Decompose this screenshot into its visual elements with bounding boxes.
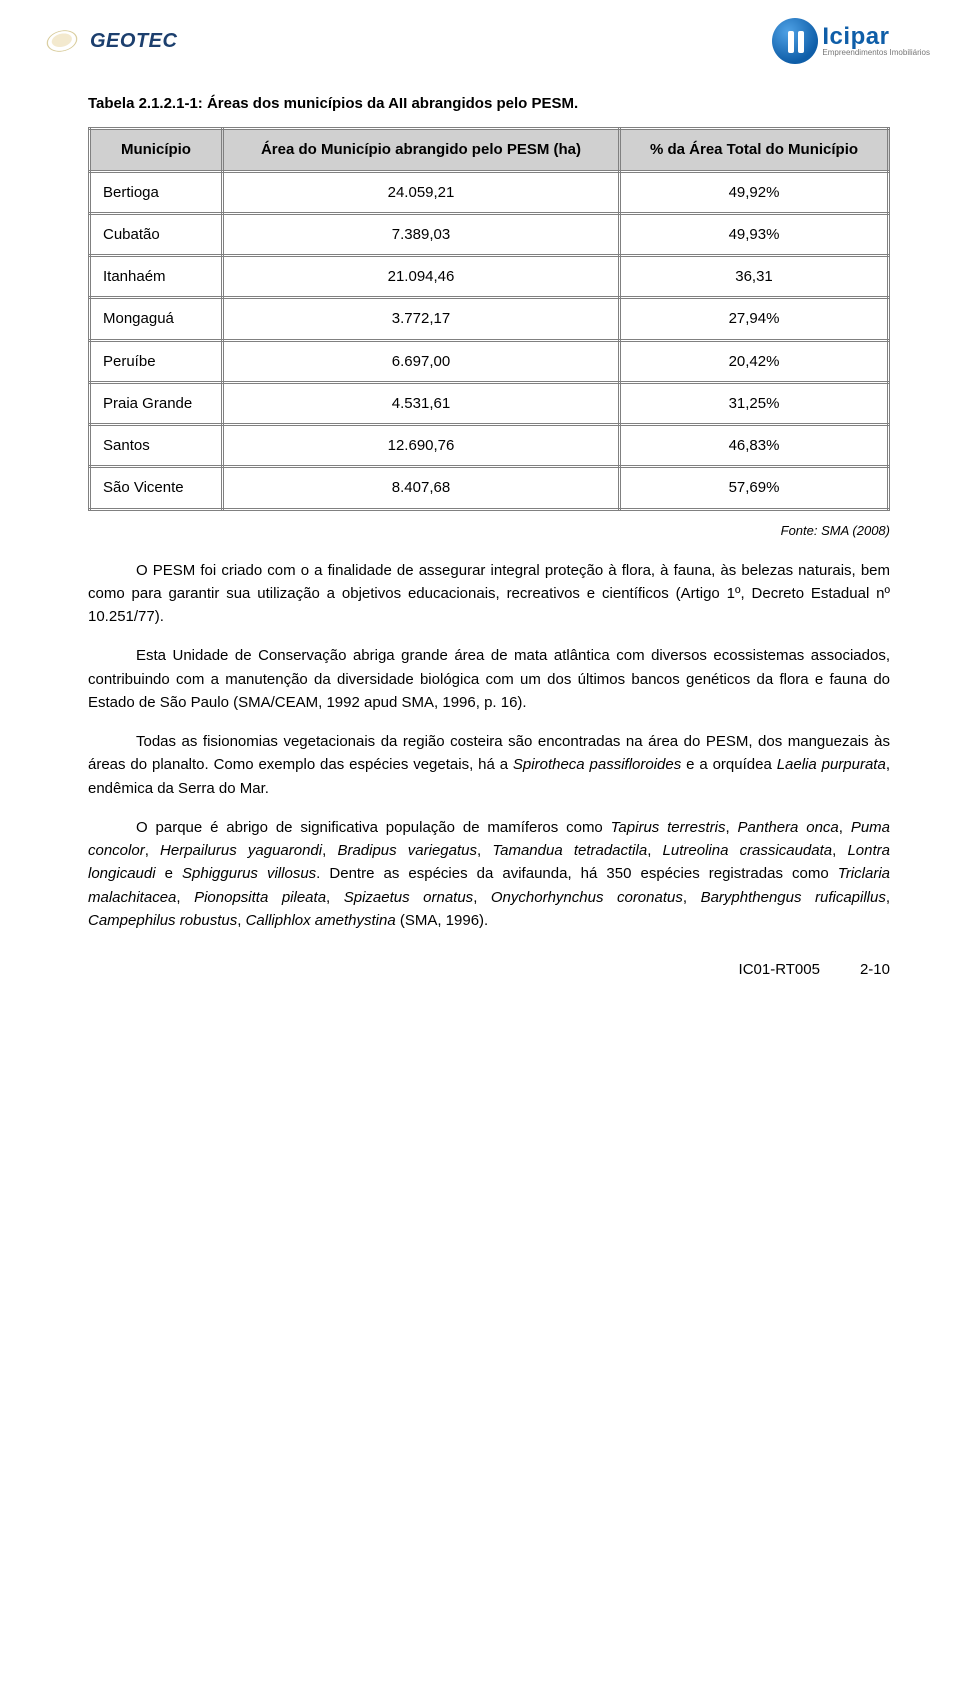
p4-text-c: (SMA, 1996). — [396, 912, 489, 929]
species: Onychorhynchus coronatus — [491, 889, 683, 906]
page-number: 2-10 — [860, 958, 890, 981]
species: Baryphthengus ruficapillus — [701, 889, 886, 906]
col-percent: % da Área Total do Município — [620, 129, 889, 171]
species: Campephilus robustus — [88, 912, 237, 929]
doc-id: IC01-RT005 — [739, 958, 820, 981]
paragraph-3: Todas as fisionomias vegetacionais da re… — [88, 730, 890, 800]
cell-area: 6.697,00 — [222, 340, 619, 382]
cell-percent: 46,83% — [620, 425, 889, 467]
geotec-swoosh-icon — [34, 16, 90, 66]
cell-municipio: Santos — [90, 425, 223, 467]
cell-percent: 57,69% — [620, 467, 889, 509]
species: Bradipus variegatus — [337, 842, 477, 859]
page-footer: IC01-RT005 2-10 — [88, 958, 890, 981]
cell-municipio: Bertioga — [90, 171, 223, 213]
cell-municipio: Mongaguá — [90, 298, 223, 340]
species: Pionopsitta pileata — [194, 889, 326, 906]
cell-area: 21.094,46 — [222, 256, 619, 298]
cell-area: 7.389,03 — [222, 213, 619, 255]
cell-area: 24.059,21 — [222, 171, 619, 213]
p4-text-a: O parque é abrigo de significativa popul… — [136, 819, 611, 836]
cell-municipio: Itanhaém — [90, 256, 223, 298]
cell-percent: 36,31 — [620, 256, 889, 298]
table-row: Itanhaém21.094,4636,31 — [90, 256, 889, 298]
cell-percent: 31,25% — [620, 382, 889, 424]
species: Tapirus terrestris — [611, 819, 726, 836]
table-caption: Tabela 2.1.2.1-1: Áreas dos municípios d… — [88, 92, 890, 115]
paragraph-4: O parque é abrigo de significativa popul… — [88, 816, 890, 932]
geotec-logo: GEOTEC — [38, 21, 177, 61]
table-row: Praia Grande4.531,6131,25% — [90, 382, 889, 424]
cell-area: 8.407,68 — [222, 467, 619, 509]
cell-percent: 49,93% — [620, 213, 889, 255]
species: Tamandua tetradactila — [492, 842, 647, 859]
species: Calliphlox amethystina — [246, 912, 396, 929]
area-municipios-table: Município Área do Município abrangido pe… — [88, 127, 890, 510]
icipar-wordmark: Icipar — [822, 25, 930, 49]
species: Spirotheca passifloroides — [513, 756, 681, 773]
cell-municipio: Cubatão — [90, 213, 223, 255]
cell-municipio: Praia Grande — [90, 382, 223, 424]
col-area: Área do Município abrangido pelo PESM (h… — [222, 129, 619, 171]
table-row: Bertioga24.059,2149,92% — [90, 171, 889, 213]
icipar-logo: Icipar Empreendimentos Imobiliários — [772, 18, 930, 64]
cell-percent: 49,92% — [620, 171, 889, 213]
table-row: Peruíbe6.697,0020,42% — [90, 340, 889, 382]
p3-text-b: e a orquídea — [681, 756, 776, 773]
table-header-row: Município Área do Município abrangido pe… — [90, 129, 889, 171]
icipar-badge-icon — [772, 18, 818, 64]
cell-municipio: Peruíbe — [90, 340, 223, 382]
paragraph-2: Esta Unidade de Conservação abriga grand… — [88, 644, 890, 714]
table-source: Fonte: SMA (2008) — [88, 521, 890, 541]
cell-area: 12.690,76 — [222, 425, 619, 467]
cell-percent: 27,94% — [620, 298, 889, 340]
icipar-tagline: Empreendimentos Imobiliários — [822, 49, 930, 57]
species: Herpailurus yaguarondi — [160, 842, 322, 859]
paragraph-1: O PESM foi criado com o a finalidade de … — [88, 559, 890, 629]
species: Spizaetus ornatus — [344, 889, 473, 906]
species: Lutreolina crassicaudata — [663, 842, 833, 859]
table-row: Santos12.690,7646,83% — [90, 425, 889, 467]
species: Sphiggurus villosus — [182, 865, 316, 882]
species: Laelia purpurata — [777, 756, 886, 773]
p4-text-b: . Dentre as espécies da avifaunda, há 35… — [316, 865, 838, 882]
cell-area: 4.531,61 — [222, 382, 619, 424]
p4-and: e — [156, 865, 182, 882]
species: Panthera onca — [738, 819, 839, 836]
table-row: Cubatão7.389,0349,93% — [90, 213, 889, 255]
col-municipio: Município — [90, 129, 223, 171]
cell-municipio: São Vicente — [90, 467, 223, 509]
table-row: Mongaguá3.772,1727,94% — [90, 298, 889, 340]
table-row: São Vicente8.407,6857,69% — [90, 467, 889, 509]
page-header: GEOTEC Icipar Empreendimentos Imobiliári… — [38, 18, 930, 64]
cell-area: 3.772,17 — [222, 298, 619, 340]
geotec-wordmark: GEOTEC — [90, 26, 177, 57]
cell-percent: 20,42% — [620, 340, 889, 382]
